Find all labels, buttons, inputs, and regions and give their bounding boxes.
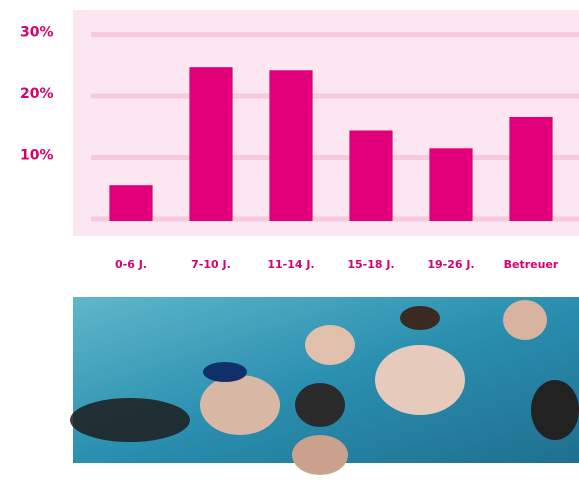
- bar: [109, 185, 152, 221]
- y-tick-label: 20%: [20, 86, 54, 102]
- bar: [509, 117, 552, 221]
- y-tick-label: 30%: [20, 25, 54, 41]
- chart: 10% 20% 30% 0-6 J. 7-10 J. 11-14 J. 15-18 J. 19…: [0, 0, 579, 491]
- x-tick-label: 19-26 J.: [427, 258, 474, 271]
- bar: [429, 148, 472, 221]
- y-tick-label: 10%: [20, 148, 54, 164]
- x-tick-label: 0-6 J.: [115, 258, 147, 271]
- x-tick-label: 11-14 J.: [267, 258, 314, 271]
- x-tick-label: 7-10 J.: [191, 258, 231, 271]
- bar: [269, 70, 312, 221]
- x-tick-label: 15-18 J.: [347, 258, 394, 271]
- page: {"chart_data": {"type": "bar", "categori…: [0, 0, 579, 491]
- bar: [349, 130, 392, 221]
- photo: [70, 297, 579, 475]
- bar: [189, 67, 232, 221]
- x-tick-label: Betreuer: [504, 258, 559, 271]
